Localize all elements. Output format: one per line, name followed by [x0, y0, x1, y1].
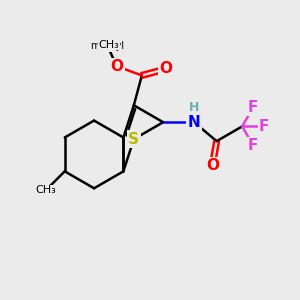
- Text: H: H: [189, 101, 199, 114]
- Text: F: F: [248, 100, 258, 115]
- Text: F: F: [259, 119, 269, 134]
- Text: N: N: [188, 115, 200, 130]
- Text: CH₃: CH₃: [36, 185, 56, 195]
- Text: CH₃: CH₃: [99, 40, 119, 50]
- Text: methyl: methyl: [91, 41, 125, 51]
- Text: S: S: [128, 132, 139, 147]
- Text: F: F: [248, 138, 258, 153]
- Text: O: O: [110, 59, 123, 74]
- Text: O: O: [206, 158, 219, 173]
- Text: O: O: [160, 61, 172, 76]
